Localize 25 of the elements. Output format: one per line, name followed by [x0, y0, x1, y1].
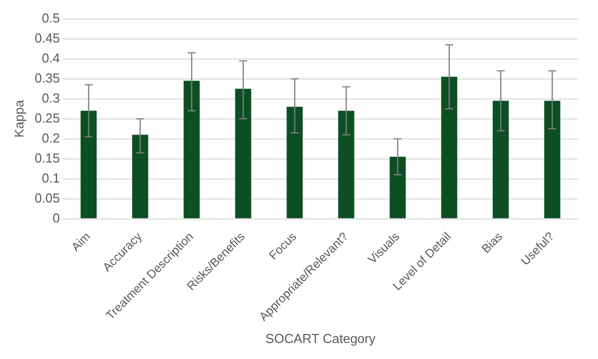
- y-tick-label: 0.3: [42, 90, 60, 106]
- y-tick-label: 0.5: [42, 10, 60, 26]
- y-tick-label: 0.1: [42, 170, 60, 186]
- x-tick-label: Bias: [478, 229, 506, 256]
- bar: [544, 100, 560, 218]
- bar: [235, 88, 252, 218]
- x-tick-label: Aim: [68, 229, 94, 254]
- bar: [80, 110, 97, 218]
- y-tick-label: 0.25: [34, 110, 60, 126]
- bar: [390, 156, 406, 218]
- y-tick-label: 0.35: [34, 70, 60, 86]
- y-axis-title: Kappa: [11, 99, 26, 138]
- y-tick-label: 0.2: [42, 130, 60, 146]
- y-tick-label: 0.45: [34, 30, 60, 46]
- bar: [132, 134, 148, 218]
- y-tick-label: 0.15: [34, 150, 60, 166]
- y-tick-label: 0.4: [42, 50, 60, 66]
- bar: [441, 76, 458, 218]
- bar: [286, 106, 303, 218]
- bar: [338, 110, 354, 218]
- bar: [184, 80, 200, 218]
- x-axis-title: SOCART Category: [265, 330, 376, 346]
- y-tick-label: 0.05: [34, 190, 60, 206]
- bar: [492, 100, 509, 218]
- y-tick-label: 0: [52, 210, 60, 226]
